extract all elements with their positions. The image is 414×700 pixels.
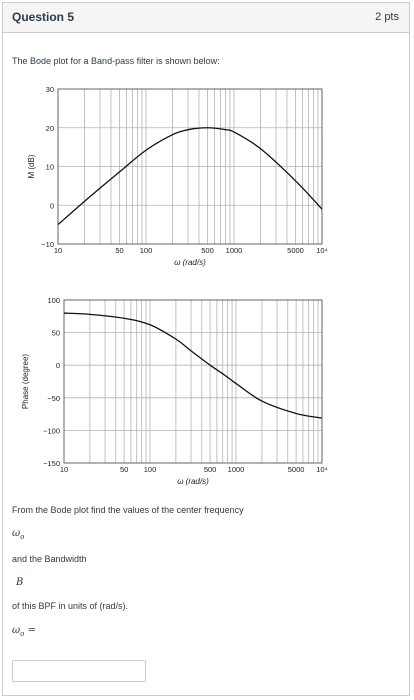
x-tick-label: 500 bbox=[204, 465, 217, 474]
x-axis-label: ω (rad/s) bbox=[174, 258, 206, 267]
plot-frame bbox=[57, 88, 323, 245]
omega-letter: ω bbox=[12, 625, 21, 636]
series-curve bbox=[63, 312, 323, 419]
x-tick-label: 5000 bbox=[287, 246, 304, 255]
y-axis-label: Phase (degree) bbox=[21, 354, 30, 409]
question-points: 2 pts bbox=[375, 11, 399, 23]
question-title: Question 5 bbox=[12, 10, 75, 24]
units-line: of this BPF in units of (rad/s). bbox=[12, 601, 129, 611]
x-tick-label: 10 bbox=[60, 465, 68, 474]
equals-sign: = bbox=[27, 625, 36, 636]
omega-letter: ω bbox=[12, 528, 21, 539]
question-card: Question 5 2 pts bbox=[2, 2, 410, 696]
plot-frame bbox=[63, 299, 323, 464]
x-tick-label: 10⁴ bbox=[316, 246, 328, 255]
y-tick-label: 10 bbox=[46, 163, 54, 172]
x-tick-label: 50 bbox=[120, 465, 128, 474]
answer-input[interactable] bbox=[12, 660, 146, 682]
y-tick-label: −10 bbox=[41, 240, 54, 249]
x-tick-label: 100 bbox=[140, 246, 153, 255]
series-curve bbox=[57, 127, 323, 226]
omega-o-symbol: ωo bbox=[12, 528, 24, 541]
bandwidth-label: and the Bandwidth bbox=[12, 554, 87, 564]
x-tick-label: 500 bbox=[201, 246, 214, 255]
x-tick-label: 100 bbox=[144, 465, 157, 474]
x-tick-label: 50 bbox=[115, 246, 123, 255]
x-tick-label: 5000 bbox=[288, 465, 305, 474]
y-tick-label: 100 bbox=[47, 296, 60, 305]
y-tick-label: 30 bbox=[46, 85, 54, 94]
y-tick-label: −150 bbox=[43, 459, 60, 468]
question-prompt: From the Bode plot find the values of th… bbox=[12, 505, 244, 515]
x-tick-label: 10 bbox=[54, 246, 62, 255]
y-axis-label: M (dB) bbox=[27, 154, 36, 178]
y-tick-label: 50 bbox=[52, 329, 60, 338]
b-symbol: B bbox=[16, 577, 24, 588]
x-axis-label: ω (rad/s) bbox=[177, 477, 209, 486]
x-tick-label: 1000 bbox=[228, 465, 245, 474]
y-tick-label: −50 bbox=[47, 394, 60, 403]
y-tick-label: −100 bbox=[43, 426, 60, 435]
y-tick-label: 20 bbox=[46, 124, 54, 133]
omega-subscript: o bbox=[20, 533, 25, 541]
y-tick-label: 0 bbox=[56, 361, 60, 370]
question-header: Question 5 2 pts bbox=[3, 3, 409, 33]
omega-subscript: o bbox=[20, 630, 25, 638]
x-tick-label: 1000 bbox=[226, 246, 243, 255]
x-tick-label: 10⁴ bbox=[316, 465, 328, 474]
y-tick-label: 0 bbox=[50, 201, 54, 210]
question-intro: The Bode plot for a Band-pass filter is … bbox=[12, 56, 220, 66]
equation-label: ωo = bbox=[12, 625, 36, 638]
